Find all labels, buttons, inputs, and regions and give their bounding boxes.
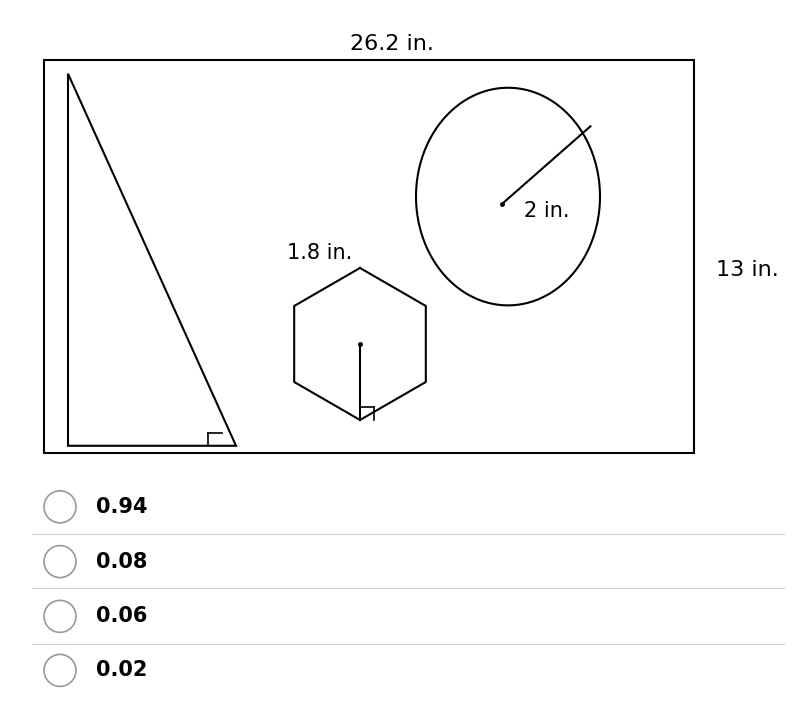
Text: 1.8 in.: 1.8 in. <box>287 243 353 263</box>
Bar <box>44 60 694 453</box>
Text: 0.02: 0.02 <box>96 661 147 680</box>
Text: 0.08: 0.08 <box>96 552 147 571</box>
Text: 0.06: 0.06 <box>96 607 147 626</box>
Text: 13 in.: 13 in. <box>716 260 778 280</box>
Text: 0.94: 0.94 <box>96 497 147 517</box>
Text: 26.2 in.: 26.2 in. <box>350 34 434 53</box>
Text: 2 in.: 2 in. <box>524 201 570 220</box>
